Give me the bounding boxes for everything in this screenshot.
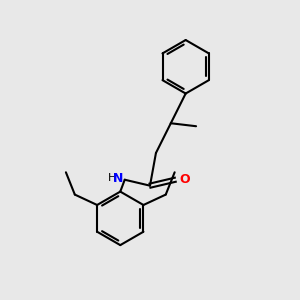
Text: N: N — [113, 172, 123, 185]
Text: O: O — [180, 173, 190, 186]
Text: H: H — [108, 173, 116, 183]
